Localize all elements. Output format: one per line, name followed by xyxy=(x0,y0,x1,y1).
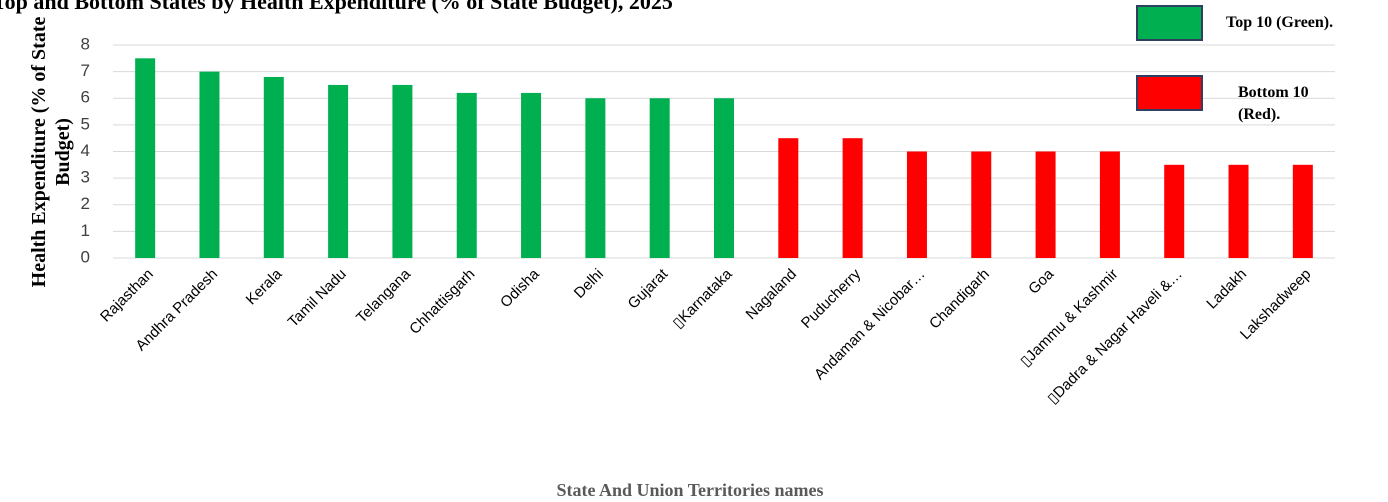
x-tick-label: ▯Dadra & Nagar Haveli &… xyxy=(1044,266,1186,408)
x-tick-label: Delhi xyxy=(571,266,607,302)
y-tick-label: 2 xyxy=(81,194,90,213)
bar xyxy=(1228,164,1249,258)
bar xyxy=(714,98,734,258)
y-tick-label: 3 xyxy=(81,168,90,187)
bar xyxy=(1164,164,1185,258)
bar xyxy=(906,151,927,258)
legend-label: Bottom 10 (Red). xyxy=(1238,84,1309,123)
legend-swatch xyxy=(1136,75,1203,111)
x-tick-label: Odisha xyxy=(497,265,543,311)
y-tick-label: 5 xyxy=(81,114,90,133)
bar xyxy=(263,76,284,258)
x-axis-title: State And Union Territories names xyxy=(556,480,823,500)
x-tick-label: Kerala xyxy=(243,265,286,308)
legend-label: Top 10 (Green). xyxy=(1226,14,1334,31)
y-tick-label: 6 xyxy=(81,88,90,107)
y-tick-label: 8 xyxy=(81,34,90,53)
bar xyxy=(135,58,156,258)
y-tick-label: 7 xyxy=(81,61,90,80)
x-tick-label: Puducherry xyxy=(798,265,865,332)
x-tick-label: Ladakh xyxy=(1203,266,1250,313)
x-tick-label: Chhattisgarh xyxy=(406,266,478,338)
chart-title: Top and Bottom States by Health Expendit… xyxy=(0,0,673,14)
bar xyxy=(328,84,349,258)
bar xyxy=(1292,164,1313,258)
bar xyxy=(1099,151,1120,258)
bar xyxy=(842,138,863,258)
bar xyxy=(392,84,413,258)
bar xyxy=(199,71,220,258)
bar xyxy=(778,138,799,258)
x-tick-label: Tamil Nadu xyxy=(285,266,350,331)
bar xyxy=(1035,151,1056,258)
legend-swatch xyxy=(1136,5,1203,41)
x-tick-label: Gujarat xyxy=(625,265,672,312)
bar xyxy=(585,98,606,258)
y-axis-title: Health Expenditure (% of State Budget) xyxy=(28,17,74,288)
bar xyxy=(971,151,992,258)
x-tick-label: Nagaland xyxy=(743,266,800,323)
x-tick-label: Andaman & Nicobar… xyxy=(811,266,929,384)
x-tick-label: ▯Karnataka xyxy=(669,265,736,332)
x-tick-label: Chandigarh xyxy=(926,266,993,333)
y-tick-label: 4 xyxy=(81,141,90,160)
x-tick-label: Telangana xyxy=(353,265,414,326)
bar xyxy=(521,92,542,258)
bar xyxy=(649,98,670,258)
x-tick-label: Rajasthan xyxy=(97,266,157,326)
bar xyxy=(456,92,477,258)
x-tick-label: Goa xyxy=(1025,265,1058,298)
y-tick-label: 1 xyxy=(81,221,90,240)
y-tick-label: 0 xyxy=(81,247,90,266)
